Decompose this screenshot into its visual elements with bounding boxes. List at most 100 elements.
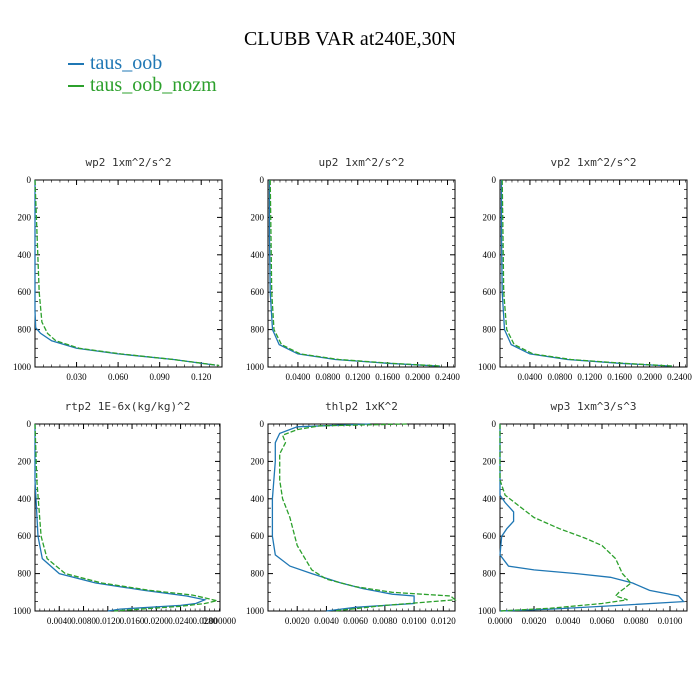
y-tick-label-vp2: 200	[483, 212, 497, 222]
y-tick-label-wp2: 1000	[13, 362, 32, 372]
x-tick-label-thlp2: 0.0100	[402, 616, 427, 626]
chart-title: CLUBB VAR at240E,30N	[243, 28, 457, 50]
plot-frame-thlp2	[267, 423, 456, 612]
series-line-taus_oob_nozm-up2	[269, 179, 442, 367]
panel-title-rtp2: rtp2 1E-6x(kg/kg)^2	[65, 400, 191, 413]
x-tick-label-rtp2: 0.0040	[47, 616, 72, 626]
x-tick-label-thlp2: 0.0060	[343, 616, 368, 626]
y-tick-label-up2: 800	[251, 325, 265, 335]
panel-rtp2: rtp2 1E-6x(kg/kg)^2 0 200 400 600 800 1000 0.00…	[13, 400, 237, 626]
legend-label: taus_oob_nozm	[90, 74, 217, 96]
series-line-taus_oob_nozm-thlp2	[279, 423, 457, 612]
y-tick-label-wp3: 400	[483, 494, 497, 504]
x-tick-label-extra-rtp2: 0.000000	[202, 616, 236, 626]
x-tick-label-rtp2: 0.0160	[120, 616, 145, 626]
y-tick-label-wp2: 0	[27, 175, 32, 185]
legend-label: taus_oob	[90, 52, 163, 74]
plot-frame-wp2	[34, 179, 223, 368]
y-tick-label-up2: 400	[251, 250, 265, 260]
x-tick-label-up2: 0.2000	[405, 372, 430, 382]
x-tick-label-vp2: 0.2000	[637, 372, 662, 382]
series-line-taus_oob-up2	[268, 180, 441, 367]
y-tick-label-rtp2: 0	[27, 419, 32, 429]
x-tick-label-vp2: 0.2400	[667, 372, 692, 382]
x-tick-label-wp3: 0.0060	[590, 616, 615, 626]
y-tick-label-up2: 200	[251, 212, 265, 222]
y-tick-label-wp3: 1000	[478, 606, 497, 616]
y-tick-label-wp3: 800	[483, 569, 497, 579]
x-tick-label-thlp2: 0.0020	[285, 616, 310, 626]
x-tick-label-rtp2: 0.0280	[192, 616, 217, 626]
y-tick-label-thlp2: 1000	[246, 606, 265, 616]
x-tick-label-up2: 0.1200	[345, 372, 370, 382]
plot-frame-rtp2	[34, 423, 221, 612]
legend-swatch-blue-icon	[68, 63, 84, 66]
x-tick-label-rtp2: 0.0120	[95, 616, 120, 626]
y-tick-label-wp2: 200	[18, 212, 32, 222]
x-tick-label-rtp2: 0.0200	[144, 616, 169, 626]
y-tick-label-vp2: 600	[483, 287, 497, 297]
y-tick-label-rtp2: 600	[18, 531, 32, 541]
x-tick-label-vp2: 0.1200	[577, 372, 602, 382]
series-line-taus_oob-wp3	[499, 424, 685, 612]
y-tick-label-up2: 600	[251, 287, 265, 297]
y-tick-label-up2: 0	[260, 175, 265, 185]
y-tick-label-vp2: 1000	[478, 362, 497, 372]
y-tick-label-wp2: 800	[18, 325, 32, 335]
x-tick-label-up2: 0.0400	[286, 372, 311, 382]
y-tick-label-rtp2: 1000	[13, 606, 32, 616]
y-tick-label-thlp2: 200	[251, 456, 265, 466]
series-line-taus_oob_nozm-wp3	[499, 424, 632, 612]
x-tick-label-vp2: 0.0800	[547, 372, 572, 382]
x-tick-label-wp3: 0.0020	[522, 616, 547, 626]
x-tick-label-thlp2: 0.0080	[373, 616, 398, 626]
x-tick-label-wp3: 0.0080	[624, 616, 649, 626]
panel-thlp2: thlp2 1xK^2 0 200 400 600 800 1000 0.0020 0.0040…	[246, 400, 457, 626]
panel-vp2: vp2 1xm^2/s^2 0 200 400 600 800 1000 0.0400 0.08…	[478, 156, 692, 382]
plot-frame-up2	[267, 179, 456, 368]
y-tick-label-rtp2: 200	[18, 456, 32, 466]
x-tick-label-wp2: 0.030	[66, 372, 87, 382]
y-tick-label-thlp2: 400	[251, 494, 265, 504]
y-tick-label-up2: 1000	[246, 362, 265, 372]
series-line-taus_oob-thlp2	[271, 423, 415, 612]
x-tick-label-wp3: 0.0000	[488, 616, 513, 626]
legend-item-taus-oob-nozm: taus_oob_nozm	[68, 74, 217, 97]
y-tick-label-wp2: 400	[18, 250, 32, 260]
legend-swatch-green-icon	[68, 85, 84, 88]
y-tick-label-rtp2: 800	[18, 569, 32, 579]
y-tick-label-rtp2: 400	[18, 494, 32, 504]
x-tick-label-wp2: 0.120	[191, 372, 212, 382]
panel-title-wp2: wp2 1xm^2/s^2	[85, 156, 171, 169]
panel-up2: up2 1xm^2/s^2 0 200 400 600 800 1000 0.0400 0.08…	[246, 156, 460, 382]
y-tick-label-vp2: 0	[492, 175, 497, 185]
x-tick-label-rtp2: 0.0080	[71, 616, 96, 626]
y-tick-label-vp2: 800	[483, 325, 497, 335]
y-tick-label-wp3: 0	[492, 419, 497, 429]
y-tick-label-wp3: 200	[483, 456, 497, 466]
series-line-taus_oob-vp2	[500, 180, 673, 367]
x-tick-label-up2: 0.0800	[315, 372, 340, 382]
x-tick-label-thlp2: 0.0040	[314, 616, 339, 626]
panel-title-vp2: vp2 1xm^2/s^2	[550, 156, 636, 169]
y-tick-label-vp2: 400	[483, 250, 497, 260]
x-tick-label-vp2: 0.1600	[607, 372, 632, 382]
legend-item-taus-oob: taus_oob	[68, 52, 162, 75]
x-tick-label-up2: 0.1600	[375, 372, 400, 382]
series-line-taus_oob_nozm-rtp2	[34, 423, 218, 612]
series-line-taus_oob-wp2	[34, 180, 216, 366]
x-tick-label-wp3: 0.0040	[556, 616, 581, 626]
plot-frame-wp3	[499, 423, 688, 612]
panel-title-wp3: wp3 1xm^3/s^3	[550, 400, 636, 413]
x-tick-label-wp3: 0.0100	[658, 616, 683, 626]
series-line-taus_oob-rtp2	[34, 424, 208, 612]
x-tick-label-thlp2: 0.0120	[431, 616, 456, 626]
series-line-taus_oob_nozm-vp2	[501, 179, 674, 367]
y-tick-label-thlp2: 0	[260, 419, 265, 429]
plot-frame-vp2	[499, 179, 688, 368]
x-tick-label-vp2: 0.0400	[518, 372, 543, 382]
x-tick-label-wp2: 0.060	[108, 372, 129, 382]
x-tick-label-rtp2: 0.0240	[168, 616, 193, 626]
